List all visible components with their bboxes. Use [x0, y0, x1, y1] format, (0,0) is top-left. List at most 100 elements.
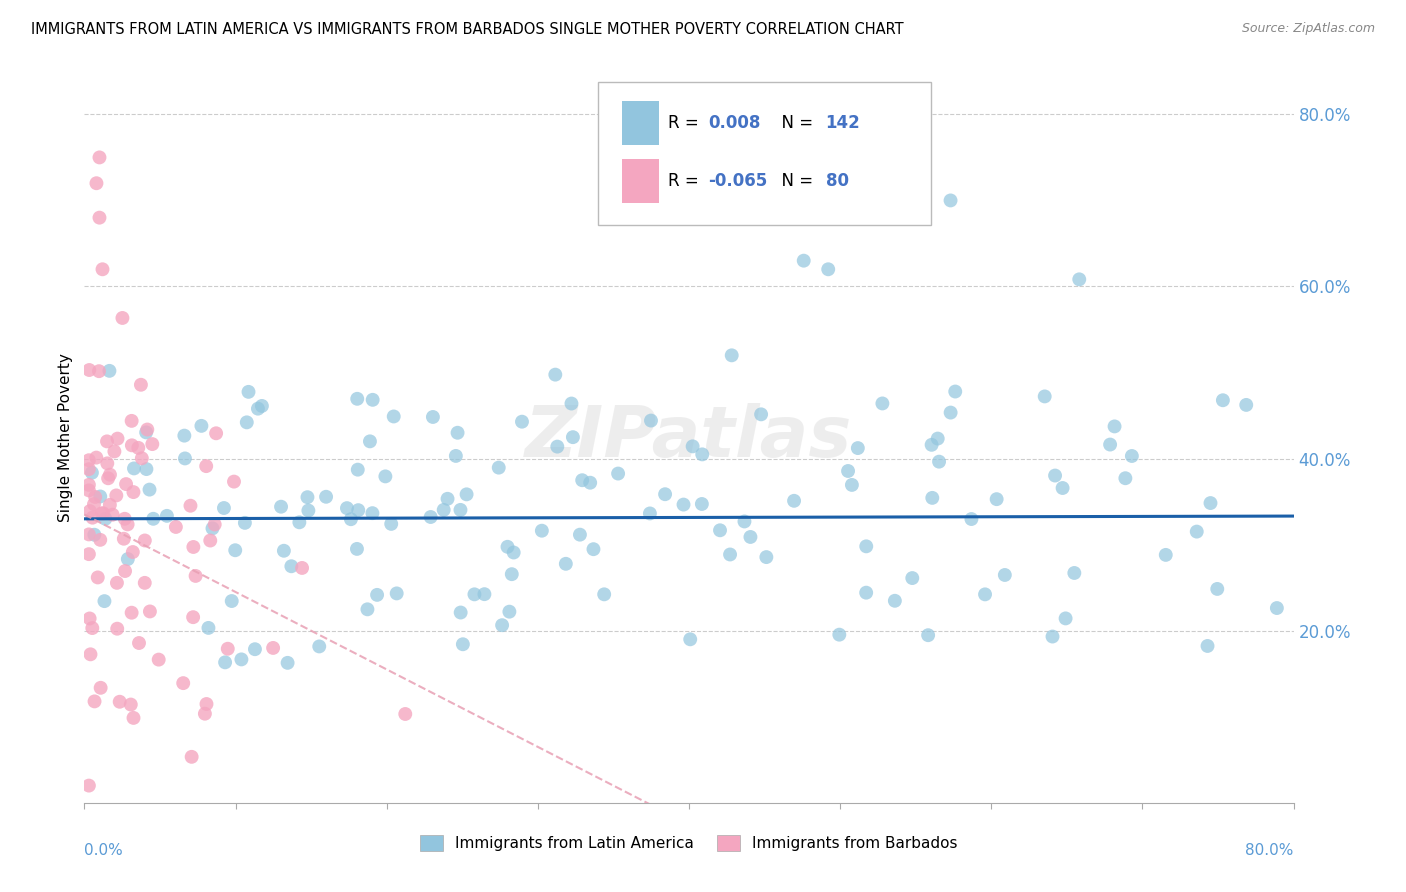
Point	[361, 392, 384, 407]
Point	[165, 520, 187, 534]
Text: 80.0%: 80.0%	[1246, 843, 1294, 858]
Point	[77, 453, 100, 467]
Point	[156, 508, 179, 523]
Legend: Immigrants from Latin America, Immigrants from Barbados: Immigrants from Latin America, Immigrant…	[413, 830, 965, 857]
Point	[986, 492, 1008, 507]
Point	[855, 585, 877, 599]
Point	[103, 444, 125, 458]
Point	[546, 440, 568, 454]
Point	[1185, 524, 1208, 539]
Point	[148, 652, 170, 666]
Point	[129, 377, 152, 392]
Point	[336, 501, 359, 516]
Point	[394, 706, 416, 721]
Point	[1121, 449, 1143, 463]
Point	[183, 540, 205, 554]
Point	[1033, 389, 1056, 403]
Point	[561, 430, 583, 444]
Point	[114, 564, 136, 578]
Point	[502, 545, 524, 559]
Point	[134, 575, 156, 590]
Point	[195, 459, 218, 474]
Point	[174, 451, 197, 466]
Text: N =: N =	[770, 113, 818, 131]
Point	[214, 656, 236, 670]
Point	[347, 503, 370, 517]
Point	[740, 530, 762, 544]
Point	[872, 396, 894, 410]
Point	[361, 506, 384, 520]
Point	[77, 483, 100, 498]
Point	[172, 676, 194, 690]
Point	[77, 779, 100, 793]
Point	[568, 527, 591, 541]
Point	[89, 150, 111, 164]
Point	[277, 656, 299, 670]
Point	[80, 466, 103, 480]
Point	[928, 455, 950, 469]
Point	[450, 606, 472, 620]
Point	[77, 478, 100, 492]
FancyBboxPatch shape	[623, 101, 659, 145]
Point	[87, 364, 110, 378]
Point	[1212, 393, 1234, 408]
Point	[273, 543, 295, 558]
Point	[510, 415, 533, 429]
Text: N =: N =	[770, 172, 818, 190]
Point	[82, 621, 104, 635]
Point	[105, 622, 128, 636]
Point	[846, 441, 869, 455]
Point	[224, 543, 246, 558]
Point	[488, 460, 510, 475]
Point	[451, 637, 474, 651]
Point	[346, 463, 368, 477]
Point	[212, 501, 235, 516]
Point	[607, 467, 630, 481]
Point	[654, 487, 676, 501]
Point	[127, 441, 149, 455]
Point	[960, 512, 983, 526]
Text: 0.008: 0.008	[709, 113, 761, 131]
Point	[135, 425, 157, 440]
Point	[1043, 468, 1066, 483]
Point	[927, 432, 949, 446]
Point	[98, 498, 121, 512]
Point	[194, 706, 217, 721]
Point	[114, 512, 136, 526]
Point	[233, 516, 256, 530]
Point	[733, 515, 755, 529]
Point	[817, 262, 839, 277]
Point	[921, 438, 943, 452]
Point	[749, 408, 772, 422]
Point	[498, 605, 520, 619]
Point	[530, 524, 553, 538]
Point	[128, 636, 150, 650]
Point	[79, 611, 101, 625]
Point	[638, 507, 661, 521]
Point	[89, 490, 111, 504]
Point	[939, 406, 962, 420]
Point	[179, 499, 201, 513]
Point	[91, 506, 114, 520]
Point	[1265, 601, 1288, 615]
Point	[491, 618, 513, 632]
Point	[571, 473, 593, 487]
Point	[96, 456, 118, 470]
Point	[463, 587, 485, 601]
Point	[382, 409, 405, 424]
Point	[83, 527, 105, 541]
Point	[783, 493, 806, 508]
Point	[841, 478, 863, 492]
Point	[554, 557, 576, 571]
Point	[1063, 566, 1085, 580]
Point	[450, 503, 472, 517]
FancyBboxPatch shape	[599, 82, 931, 225]
Point	[433, 503, 456, 517]
Point	[1042, 630, 1064, 644]
Point	[359, 434, 381, 449]
Text: 0.0%: 0.0%	[84, 843, 124, 858]
Point	[243, 642, 266, 657]
Point	[184, 569, 207, 583]
Point	[901, 571, 924, 585]
Point	[87, 570, 110, 584]
